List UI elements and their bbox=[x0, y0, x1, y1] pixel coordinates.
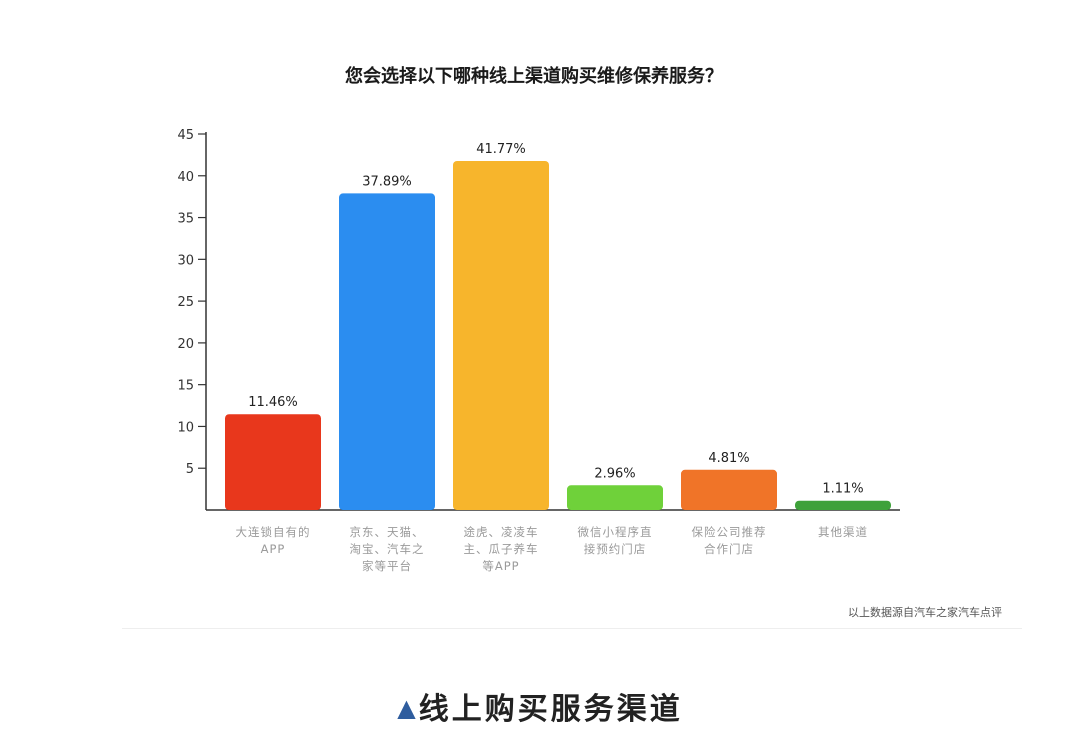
x-tick-label: 其他渠道 bbox=[818, 525, 868, 539]
y-tick-label: 45 bbox=[177, 128, 194, 143]
figure-caption: ▲线上购买服务渠道 bbox=[0, 684, 1080, 728]
x-tick-label: 微信小程序直接预约门店 bbox=[578, 525, 653, 556]
x-tick-label: 保险公司推荐合作门店 bbox=[692, 525, 767, 556]
x-tick-label: 大连锁自有的 APP bbox=[236, 525, 311, 556]
y-tick-label: 30 bbox=[177, 253, 194, 268]
x-tick-label: 途虎、凌凌车主、瓜子养车等APP bbox=[464, 525, 539, 573]
y-tick-label: 20 bbox=[177, 337, 194, 352]
bar bbox=[567, 485, 663, 510]
bar-chart: 您会选择以下哪种线上渠道购买维修保养服务？ 51015202530354045 … bbox=[177, 65, 1002, 619]
data-label: 4.81% bbox=[708, 451, 749, 466]
y-tick-label: 25 bbox=[177, 295, 194, 310]
source-note: 以上数据源自汽车之家汽车点评 bbox=[848, 605, 1002, 619]
x-tick-label-line: 等APP bbox=[482, 559, 519, 573]
x-tick-label: 京东、天猫、淘宝、汽车之家等平台 bbox=[350, 525, 425, 573]
bar bbox=[225, 414, 321, 510]
data-label: 37.89% bbox=[362, 174, 412, 189]
x-tick-label-line: 接预约门店 bbox=[584, 542, 647, 556]
bar bbox=[453, 160, 549, 510]
x-tick-label-line: APP bbox=[261, 542, 286, 556]
x-tick-label-line: 京东、天猫、 bbox=[350, 525, 425, 539]
triangle-icon: ▲ bbox=[397, 694, 419, 722]
data-label: 11.46% bbox=[248, 395, 298, 410]
x-tick-label-line: 保险公司推荐 bbox=[692, 525, 767, 539]
y-tick-label: 5 bbox=[186, 462, 194, 477]
bar bbox=[339, 193, 435, 510]
data-label: 41.77% bbox=[476, 142, 526, 157]
x-tick-label-line: 大连锁自有的 bbox=[236, 525, 311, 539]
x-tick-label-line: 淘宝、汽车之 bbox=[350, 542, 425, 556]
bar bbox=[681, 469, 777, 510]
x-tick-label-line: 主、瓜子养车 bbox=[464, 542, 539, 556]
y-tick-label: 10 bbox=[177, 420, 194, 435]
chart-labels: 11.46% 大连锁自有的 APP 37.89% 京东、天猫、淘宝、汽车之家等平台 41.… bbox=[236, 142, 868, 573]
chart-axes: 5 10 15 20 25 30 35 40 45 bbox=[177, 128, 900, 511]
bar bbox=[795, 500, 891, 510]
data-label: 1.11% bbox=[822, 482, 863, 497]
y-tick-label: 40 bbox=[177, 170, 194, 185]
chart-bars bbox=[225, 160, 891, 510]
x-tick-label-line: 其他渠道 bbox=[818, 525, 868, 539]
chart-title: 您会选择以下哪种线上渠道购买维修保养服务？ bbox=[345, 65, 723, 87]
y-tick-label: 35 bbox=[177, 212, 194, 227]
x-tick-label-line: 家等平台 bbox=[362, 559, 412, 573]
y-tick-label: 15 bbox=[177, 379, 194, 394]
x-tick-label-line: 微信小程序直 bbox=[578, 525, 653, 539]
chart-card: 您会选择以下哪种线上渠道购买维修保养服务？ 5 10 15 20 25 30 35 40 45 … bbox=[122, 28, 1022, 629]
caption-text: 线上购买服务渠道 bbox=[418, 692, 683, 727]
x-tick-label-line: 合作门店 bbox=[704, 542, 754, 556]
x-tick-label-line: 途虎、凌凌车 bbox=[464, 525, 539, 539]
data-label: 2.96% bbox=[594, 466, 635, 481]
